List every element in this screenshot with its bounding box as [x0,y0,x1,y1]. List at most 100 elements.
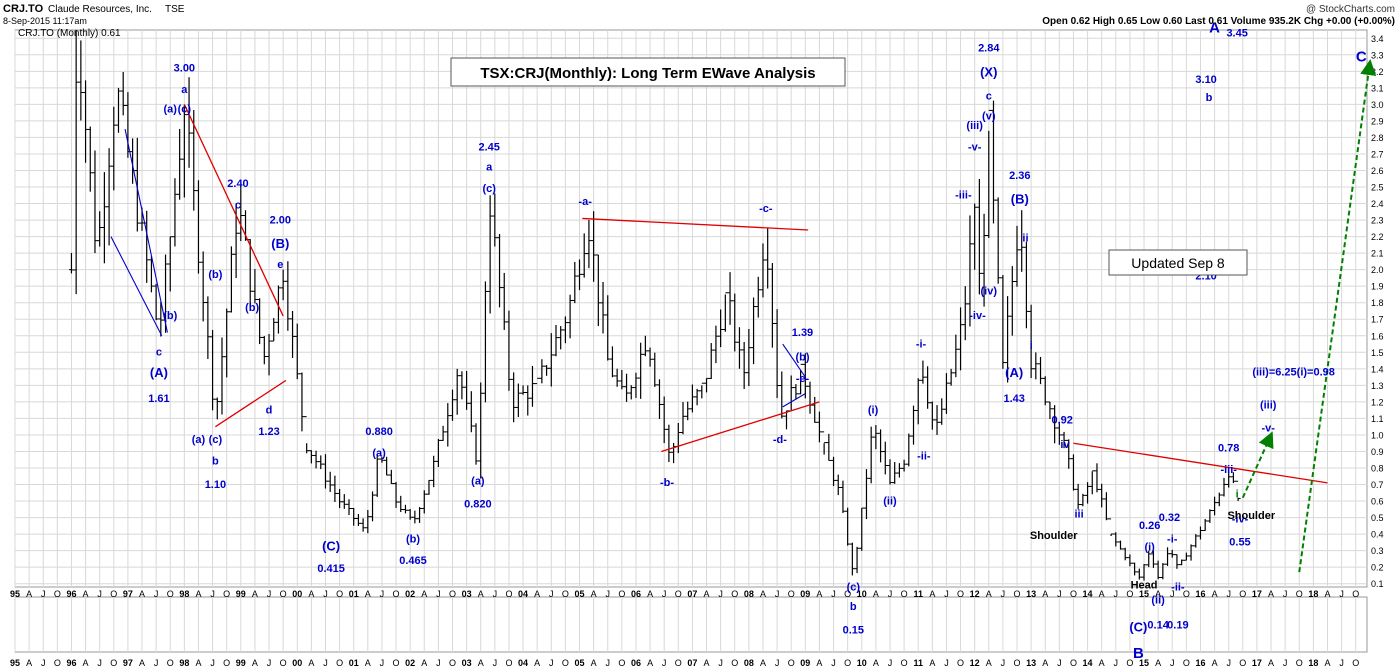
x-month-label: A [1324,589,1330,599]
wave-label: c [156,347,162,359]
x-month-label: J [436,589,441,599]
y-tick-label: 0.2 [1371,563,1384,573]
header-ohlc: Open 0.62 High 0.65 Low 0.60 Last 0.61 V… [1042,16,1395,27]
x-month-label: A [873,589,879,599]
x-year-label: 10 [857,589,867,599]
x-month-label: A [929,589,935,599]
x-year-label: 03 [462,589,472,599]
x-month-label: O [675,589,682,599]
x-month-label: A [1268,658,1274,668]
x-month-label: O [1352,658,1359,668]
wave-label: (a) [192,434,206,446]
x-month-label: A [1155,589,1161,599]
x-year-label: 12 [970,589,980,599]
wave-label: B [1133,645,1144,662]
x-month-label: A [1099,589,1105,599]
x-month-label: J [1170,589,1175,599]
watermark: @ StockCharts.com [1306,4,1395,15]
x-month-label: O [957,658,964,668]
x-year-label: 08 [744,589,754,599]
y-tick-label: 0.6 [1371,497,1384,507]
y-tick-label: 0.3 [1371,546,1384,556]
wave-label: A [1209,19,1220,36]
wave-label: 0.78 [1218,442,1239,454]
x-month-label: J [97,589,102,599]
x-month-label: O [1070,589,1077,599]
wave-label: (a) [164,104,178,116]
y-tick-label: 1.2 [1371,397,1384,407]
x-year-label: 17 [1252,589,1262,599]
x-month-label: A [1212,589,1218,599]
wave-label: 2.40 [227,178,248,190]
wave-label: 0.26 [1139,520,1160,532]
x-year-label: 07 [687,658,697,668]
wave-label: 1.39 [792,327,813,339]
wave-label: -ii- [1171,581,1185,593]
wave-label: 2.36 [1009,170,1030,182]
x-year-label: 18 [1308,658,1318,668]
wave-label: (c) [178,104,192,116]
x-year-label: 01 [349,658,359,668]
x-month-label: J [1114,589,1119,599]
y-tick-label: 0.1 [1371,579,1384,589]
x-month-label: O [844,589,851,599]
x-month-label: J [97,658,102,668]
y-tick-label: 1.9 [1371,282,1384,292]
wave-label: (b) [163,310,177,322]
y-tick-label: 2.6 [1371,166,1384,176]
x-month-label: A [195,658,201,668]
wave-label: (b) [406,533,420,545]
x-month-label: O [54,589,61,599]
x-month-label: J [267,658,272,668]
y-tick-label: 2.3 [1371,216,1384,226]
wave-label: (b) [245,302,259,314]
x-month-label: J [1226,589,1231,599]
y-tick-label: 0.7 [1371,480,1384,490]
y-tick-label: 0.8 [1371,463,1384,473]
updated-text: Updated Sep 8 [1131,255,1225,271]
wave-label: (c) [847,581,861,593]
x-month-label: J [605,589,610,599]
wave-label: a [486,161,493,173]
x-month-label: J [888,589,893,599]
x-month-label: J [775,658,780,668]
x-year-label: 03 [462,658,472,668]
x-year-label: 96 [66,658,76,668]
x-month-label: J [267,589,272,599]
trendline [1073,442,1328,484]
wave-label: 1.61 [148,393,169,405]
x-year-label: 14 [1083,589,1093,599]
x-month-label: A [534,658,540,668]
x-month-label: O [562,589,569,599]
wave-label: (i) [868,404,879,416]
x-month-label: A [421,589,427,599]
trendline [782,343,806,378]
x-month-label: A [83,589,89,599]
x-month-label: O [223,589,230,599]
wave-label: -i- [916,338,927,350]
x-month-label: J [154,658,159,668]
x-month-label: J [549,589,554,599]
wave-label: 0.880 [365,426,393,438]
x-year-label: 05 [575,589,585,599]
wave-label: ii [1022,233,1028,245]
x-year-label: 16 [1195,589,1205,599]
wave-label: (c) [482,183,496,195]
x-year-label: 04 [518,589,528,599]
y-tick-label: 2.2 [1371,232,1384,242]
x-month-label: J [1339,658,1344,668]
trendline [110,236,163,337]
x-month-label: J [1339,589,1344,599]
price-panel [14,29,1368,588]
x-month-label: O [1296,589,1303,599]
x-month-label: A [591,658,597,668]
x-month-label: O [449,589,456,599]
y-tick-label: 2.8 [1371,133,1384,143]
x-month-label: J [323,589,328,599]
x-year-label: 10 [857,658,867,668]
x-month-label: A [1155,658,1161,668]
y-axis: 0.1 0.2 0.3 0.4 0.5 0.6 0.7 0.8 0.9 1.0 1.1 1.2 1.3 1… [1371,34,1384,589]
y-tick-label: 3.4 [1371,34,1384,44]
wave-label: 0.55 [1229,537,1250,549]
wave-label: (a) [372,447,386,459]
